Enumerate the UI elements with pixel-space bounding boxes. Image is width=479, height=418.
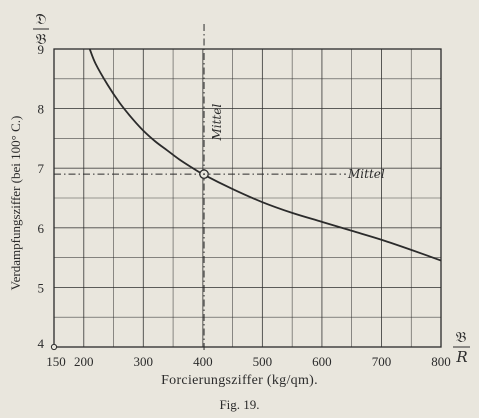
mean-guides — [54, 24, 346, 351]
x-tick-label: 300 — [134, 354, 154, 369]
y-tick-label: 5 — [38, 280, 45, 295]
x-axis-label: Forcierungsziffer (kg/qm). — [161, 373, 318, 388]
mean-point-center — [203, 173, 205, 176]
plot-frame — [53, 48, 442, 348]
figure-caption: Fig. 19. — [219, 397, 260, 412]
x-tick-label: 700 — [372, 354, 392, 369]
y-tick-label: 8 — [38, 102, 45, 117]
x-tick-label: 400 — [193, 354, 213, 369]
grid — [54, 49, 441, 347]
origin-marker — [50, 343, 58, 351]
mean-label-vertical: Mittel — [210, 104, 224, 142]
y-tick-label: 4 — [38, 336, 45, 351]
mean-marker-layer — [199, 169, 209, 180]
mean-label-horizontal: Mittel — [347, 167, 385, 181]
y-tick-labels: 4 5 6 7 8 9 — [38, 42, 45, 351]
x-tick-label: 500 — [253, 354, 273, 369]
x-tick-labels: 150 200 300 400 500 600 700 800 — [46, 343, 451, 369]
series-line-0 — [88, 48, 442, 262]
y-axis-symbol-denominator: 𝔅 — [36, 30, 47, 48]
x-axis-symbol-numerator: 𝔅 — [456, 328, 467, 346]
y-tick-label: 9 — [38, 42, 45, 57]
series-layer — [88, 48, 442, 262]
x-tick-label: 600 — [312, 354, 332, 369]
x-tick-label: 150 — [46, 354, 66, 369]
y-tick-label: 7 — [38, 161, 45, 176]
x-tick-label: 200 — [74, 354, 94, 369]
x-axis-symbol-denominator: R — [455, 348, 467, 366]
y-tick-label: 6 — [38, 221, 45, 236]
x-tick-label: 800 — [431, 354, 451, 369]
y-axis-symbol-numerator: 𝔇 — [35, 10, 46, 28]
y-axis-label: Verdampfungsziffer (bei 100° C.) — [8, 116, 23, 291]
